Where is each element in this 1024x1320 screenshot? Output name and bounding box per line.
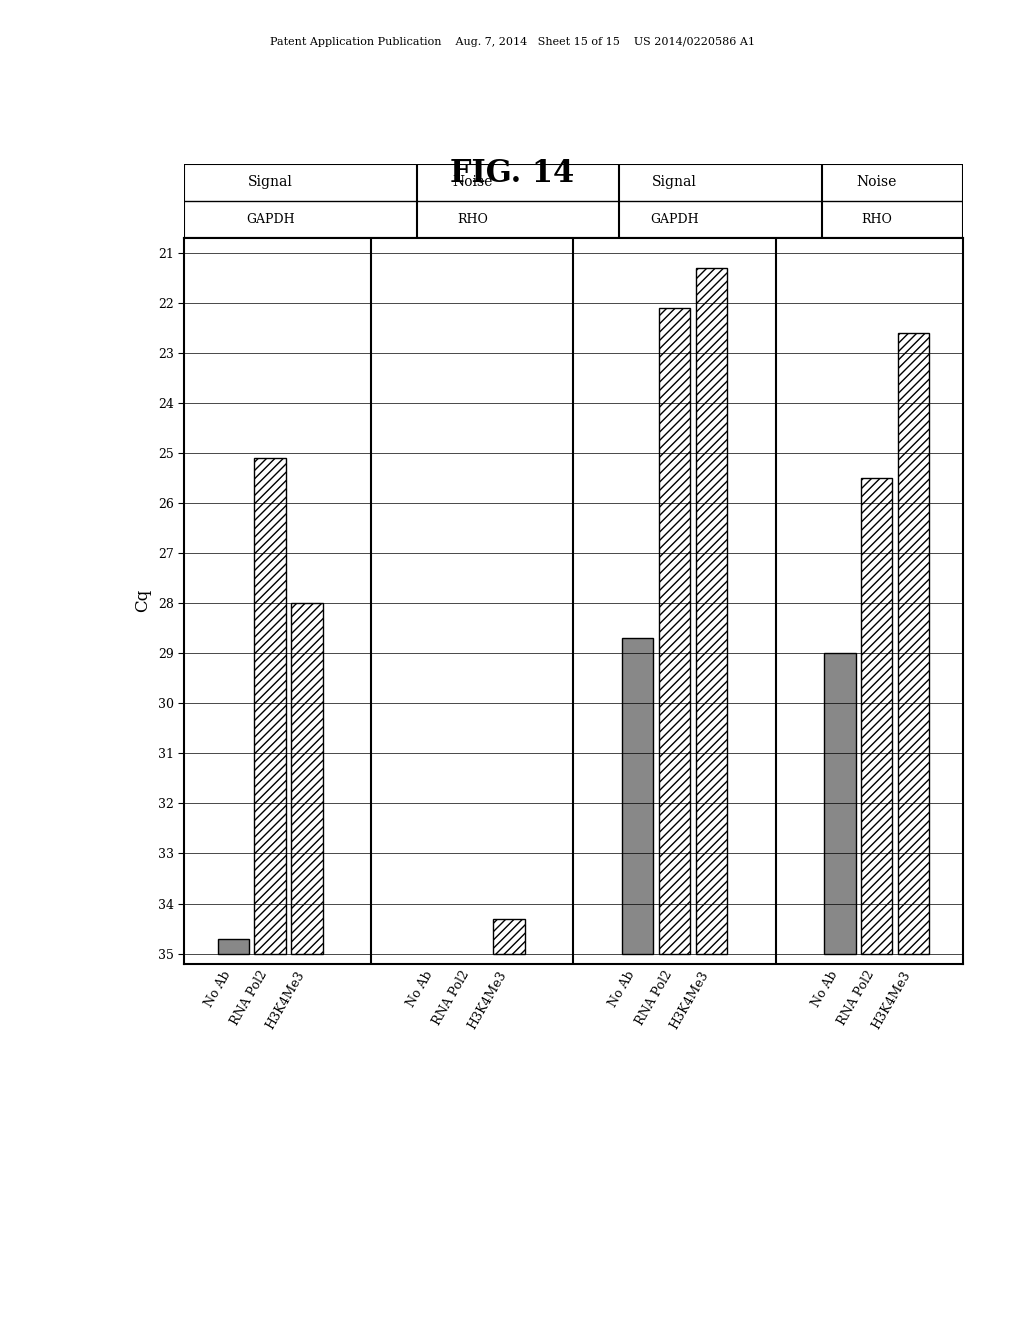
Text: RHO: RHO (861, 213, 892, 226)
Text: Patent Application Publication    Aug. 7, 2014   Sheet 15 of 15    US 2014/02205: Patent Application Publication Aug. 7, 2… (269, 37, 755, 48)
Bar (658, 308, 690, 953)
Bar (218, 939, 249, 953)
Bar (824, 653, 856, 953)
Bar (695, 268, 727, 953)
Text: Noise: Noise (857, 176, 897, 189)
Text: Signal: Signal (652, 176, 697, 189)
Bar (898, 333, 929, 953)
Text: GAPDH: GAPDH (246, 213, 295, 226)
Text: FIG. 14: FIG. 14 (450, 158, 574, 189)
Text: GAPDH: GAPDH (650, 213, 698, 226)
Text: RHO: RHO (457, 213, 487, 226)
Bar (623, 638, 653, 953)
Bar (494, 919, 524, 953)
Bar (291, 603, 323, 953)
Text: Noise: Noise (453, 176, 493, 189)
Bar (861, 478, 892, 953)
Text: Signal: Signal (248, 176, 293, 189)
Bar (255, 458, 286, 953)
Y-axis label: Cq: Cq (134, 589, 151, 612)
